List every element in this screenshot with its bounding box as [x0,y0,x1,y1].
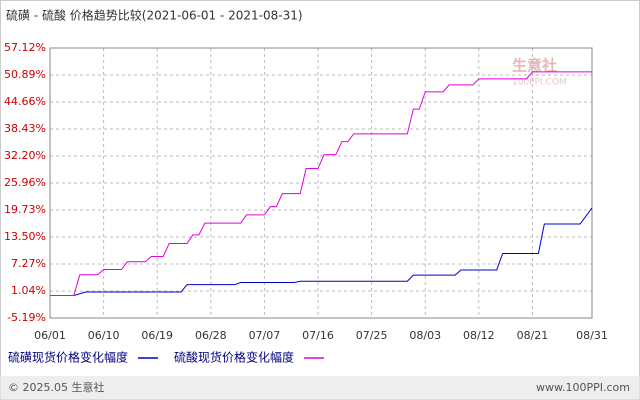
x-tick-label: 08/03 [409,329,441,342]
x-tick-label: 08/21 [517,329,549,342]
y-tick-label: 25.96% [4,176,46,189]
y-tick-label: 50.89% [4,68,46,81]
chart-title: 硫磺 - 硫酸 价格趋势比较(2021-06-01 - 2021-08-31) [6,8,303,23]
y-tick-label: 19.73% [4,203,46,216]
y-tick-label: 57.12% [4,41,46,54]
legend-label: 硫酸现货价格变化幅度 [174,350,294,365]
x-tick-label: 07/16 [302,329,334,342]
x-tick-label: 06/28 [195,329,227,342]
plot-border [49,47,593,319]
x-tick-label: 08/31 [576,329,608,342]
footer-left: © 2025.05 生意社 [8,380,104,394]
y-tick-label: 1.04% [11,284,46,297]
series-line [50,71,592,297]
footer-bar [0,376,640,400]
series-line [50,207,593,297]
footer-right: www.100PPI.com [536,381,630,394]
y-tick-label: 7.27% [11,257,46,270]
y-tick-label: 38.43% [4,122,46,135]
y-tick-label: -5.19% [7,311,46,324]
y-tick-label: 44.66% [4,95,46,108]
x-tick-label: 07/25 [356,329,388,342]
legend-label: 硫磺现货价格变化幅度 [8,350,128,365]
x-tick-label: 06/10 [88,329,120,342]
x-tick-label: 06/01 [34,329,66,342]
watermark: 生意社 [512,57,557,75]
y-tick-label: 32.20% [4,149,46,162]
x-tick-label: 08/12 [463,329,495,342]
watermark-sub: 100PPI.COM [512,78,567,88]
x-tick-label: 06/19 [141,329,173,342]
x-tick-label: 07/07 [249,329,281,342]
y-tick-label: 13.50% [4,230,46,243]
